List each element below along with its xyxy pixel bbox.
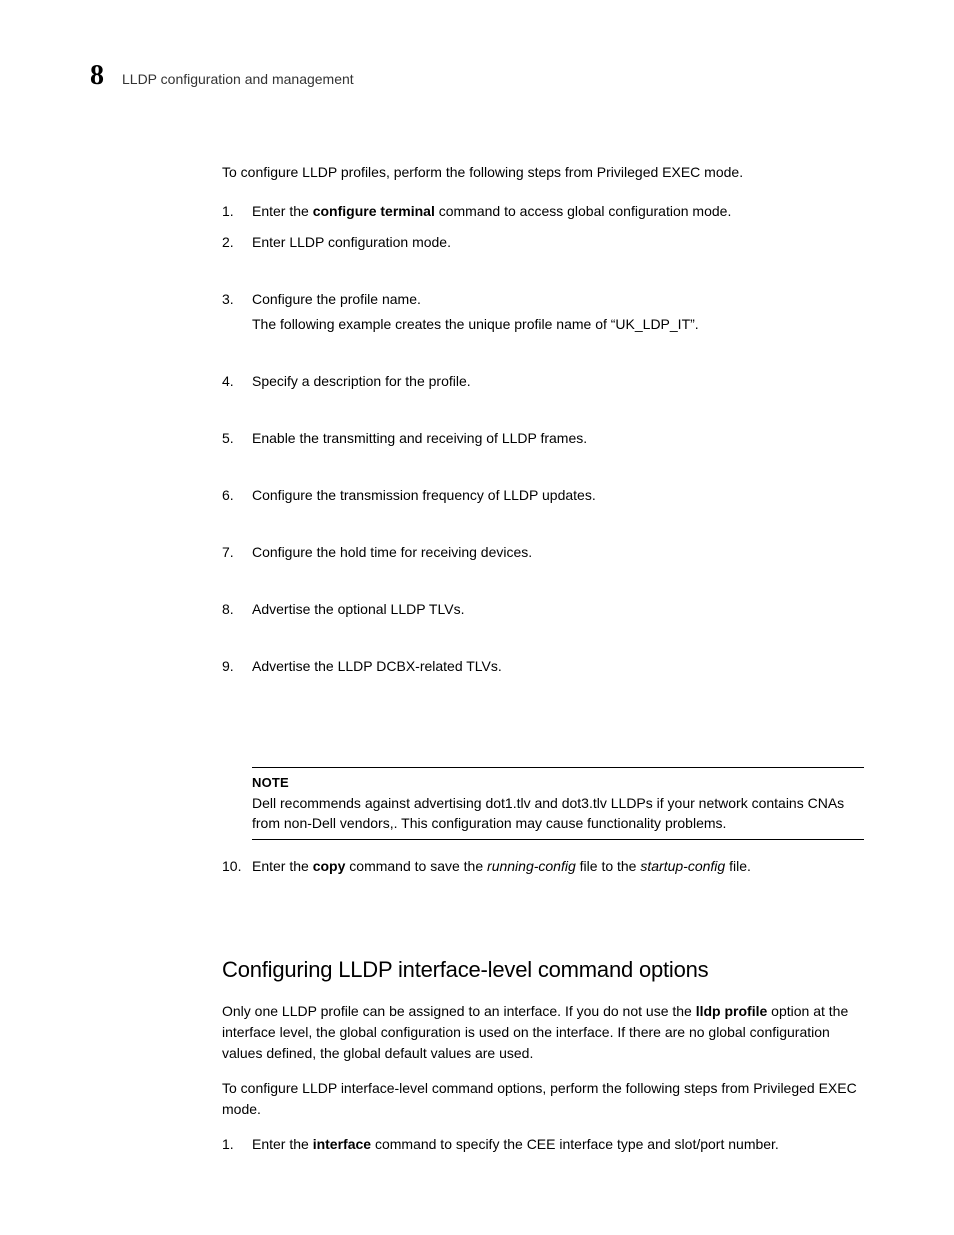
section-heading: Configuring LLDP interface-level command… bbox=[222, 957, 864, 983]
step-body: Advertise the LLDP DCBX-related TLVs. bbox=[252, 656, 864, 677]
step-number: 4. bbox=[222, 371, 252, 392]
step-body: Enter LLDP configuration mode. bbox=[252, 232, 864, 253]
step-body: Configure the profile name. The followin… bbox=[252, 289, 864, 335]
step-number: 6. bbox=[222, 485, 252, 506]
step-number: 1. bbox=[222, 1134, 252, 1155]
step-7: 7. Configure the hold time for receiving… bbox=[222, 542, 864, 563]
step-3: 3. Configure the profile name. The follo… bbox=[222, 289, 864, 335]
page-content: To configure LLDP profiles, perform the … bbox=[222, 162, 864, 1155]
step-4: 4. Specify a description for the profile… bbox=[222, 371, 864, 392]
page-header: 8 LLDP configuration and management bbox=[90, 60, 864, 92]
step-body: Configure the hold time for receiving de… bbox=[252, 542, 864, 563]
option-lldp-profile: lldp profile bbox=[696, 1003, 768, 1019]
chapter-title: LLDP configuration and management bbox=[122, 71, 354, 87]
step-number: 7. bbox=[222, 542, 252, 563]
note-box: NOTE Dell recommends against advertising… bbox=[252, 767, 864, 840]
step-1: 1. Enter the configure terminal command … bbox=[222, 201, 864, 222]
step-body: Enter the copy command to save the runni… bbox=[252, 856, 864, 877]
step-body: Configure the transmission frequency of … bbox=[252, 485, 864, 506]
step-text-pre: Enter the bbox=[252, 203, 313, 219]
procedure-list-continued: 10. Enter the copy command to save the r… bbox=[222, 856, 864, 877]
step-number: 8. bbox=[222, 599, 252, 620]
step-8: 8. Advertise the optional LLDP TLVs. bbox=[222, 599, 864, 620]
cmd-configure-terminal: configure terminal bbox=[313, 203, 435, 219]
step-5: 5. Enable the transmitting and receiving… bbox=[222, 428, 864, 449]
step-6: 6. Configure the transmission frequency … bbox=[222, 485, 864, 506]
text-mid1: command to save the bbox=[345, 858, 487, 874]
text-post: command to specify the CEE interface typ… bbox=[371, 1136, 779, 1152]
file-startup-config: startup-config bbox=[640, 858, 725, 874]
section-paragraph-1: Only one LLDP profile can be assigned to… bbox=[222, 1001, 864, 1064]
cmd-interface: interface bbox=[313, 1136, 371, 1152]
procedure-list: 1. Enter the configure terminal command … bbox=[222, 201, 864, 677]
step-number: 2. bbox=[222, 232, 252, 253]
step-number: 10. bbox=[222, 856, 252, 877]
note-text: Dell recommends against advertising dot1… bbox=[252, 793, 864, 834]
step-number: 1. bbox=[222, 201, 252, 222]
procedure-list-2: 1. Enter the interface command to specif… bbox=[222, 1134, 864, 1155]
text-post: file. bbox=[725, 858, 751, 874]
step-1: 1. Enter the interface command to specif… bbox=[222, 1134, 864, 1155]
step-10: 10. Enter the copy command to save the r… bbox=[222, 856, 864, 877]
step-body: Advertise the optional LLDP TLVs. bbox=[252, 599, 864, 620]
chapter-number: 8 bbox=[90, 60, 104, 92]
step-subtext: The following example creates the unique… bbox=[252, 314, 864, 335]
step-body: Specify a description for the profile. bbox=[252, 371, 864, 392]
step-9: 9. Advertise the LLDP DCBX-related TLVs. bbox=[222, 656, 864, 677]
note-label: NOTE bbox=[252, 774, 864, 793]
para-pre: Only one LLDP profile can be assigned to… bbox=[222, 1003, 696, 1019]
text-pre: Enter the bbox=[252, 1136, 313, 1152]
text-mid2: file to the bbox=[576, 858, 641, 874]
intro-paragraph: To configure LLDP profiles, perform the … bbox=[222, 162, 864, 183]
step-number: 5. bbox=[222, 428, 252, 449]
step-body: Enter the interface command to specify t… bbox=[252, 1134, 864, 1155]
text-pre: Enter the bbox=[252, 858, 313, 874]
step-body: Enter the configure terminal command to … bbox=[252, 201, 864, 222]
step-text: Configure the profile name. bbox=[252, 291, 421, 307]
cmd-copy: copy bbox=[313, 858, 346, 874]
step-body: Enable the transmitting and receiving of… bbox=[252, 428, 864, 449]
step-2: 2. Enter LLDP configuration mode. bbox=[222, 232, 864, 253]
step-number: 9. bbox=[222, 656, 252, 677]
file-running-config: running-config bbox=[487, 858, 576, 874]
section-paragraph-2: To configure LLDP interface-level comman… bbox=[222, 1078, 864, 1120]
step-text-post: command to access global configuration m… bbox=[435, 203, 732, 219]
step-number: 3. bbox=[222, 289, 252, 335]
